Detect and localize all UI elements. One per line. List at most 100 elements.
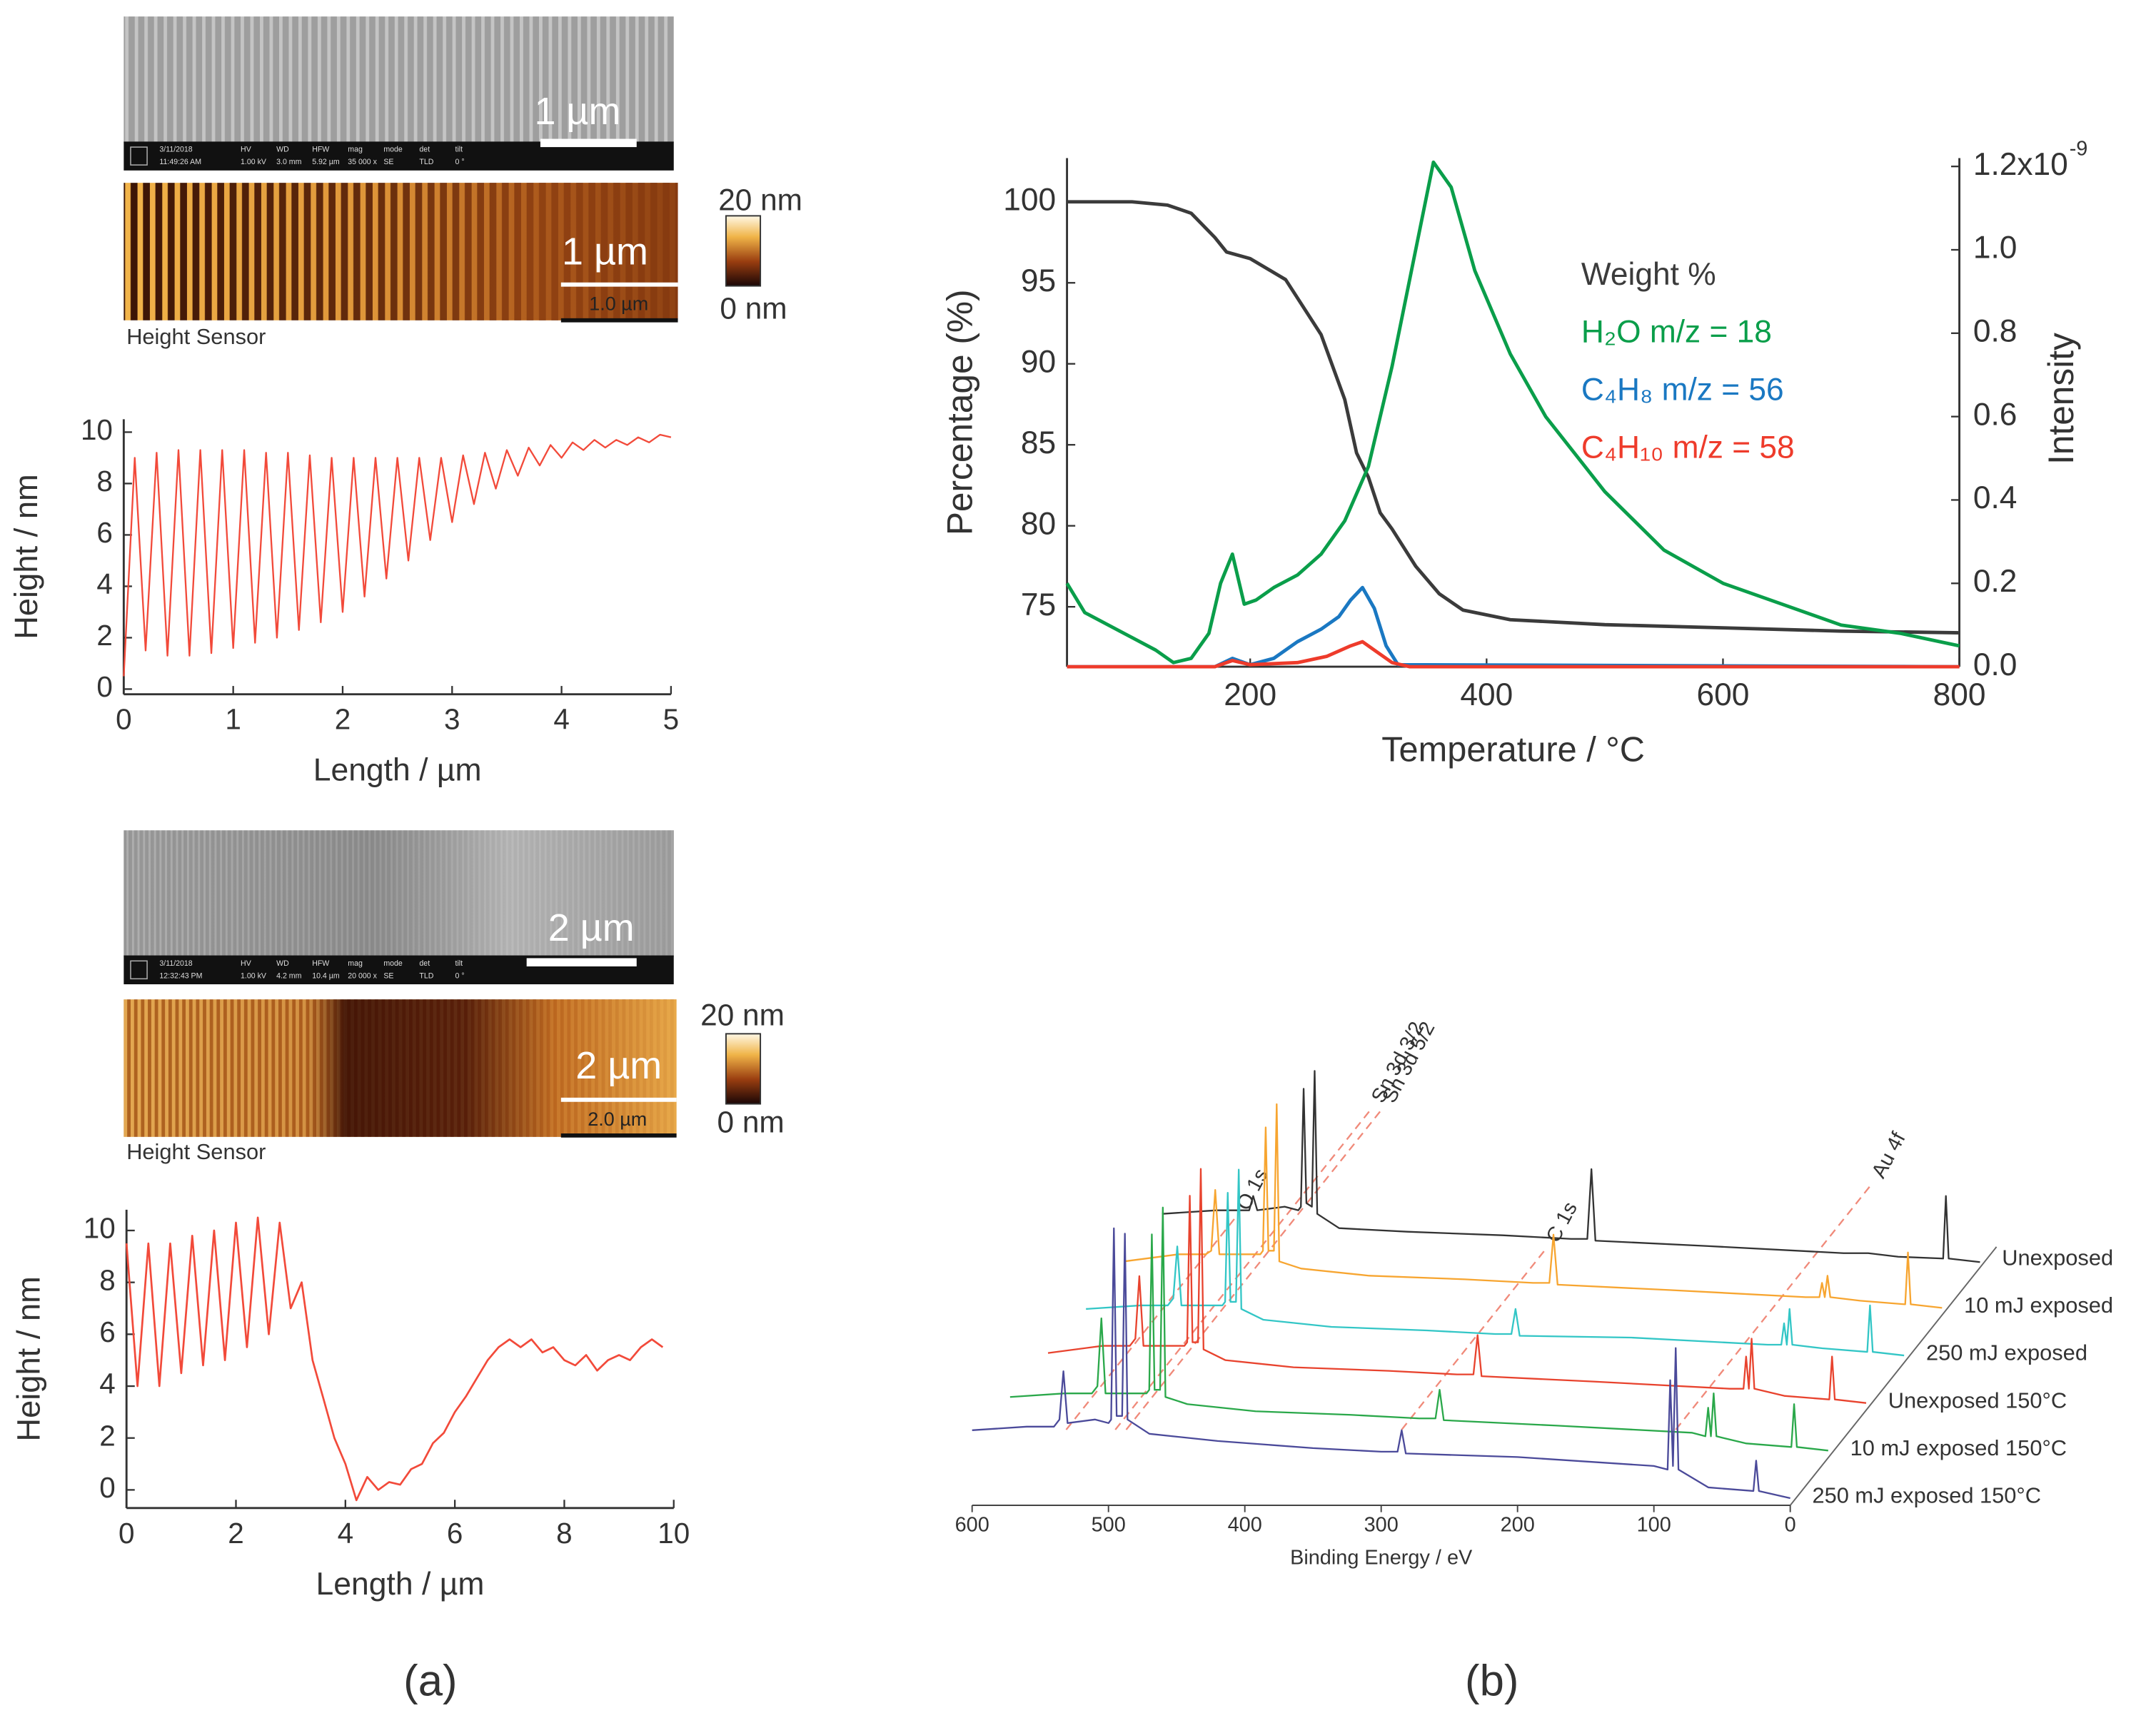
scale-bar [526,958,637,966]
spectrum [1009,1206,1828,1452]
spectrum [1047,1168,1867,1404]
legend-entry: C₄H₁₀ m/z = 58 [1581,430,1795,465]
scale-bar [540,138,637,148]
annotation-label: Au 4f [1868,1128,1910,1181]
series-label: 250 mJ exposed 150°C [1812,1483,2040,1508]
sem-info-text: SE [383,971,393,980]
y-tick-label: 4 [99,1368,116,1400]
x-tick-label: 400 [1460,677,1513,712]
sem-info-text: HFW [312,146,329,154]
y2-tick-label: 0.4 [1973,480,2018,515]
sem-logo [130,960,148,980]
afm-caption: Height Sensor [126,324,266,349]
y2-tick-label: 0.0 [1973,647,2018,682]
y-axis-label: Percentage (%) [940,289,980,535]
x-axis-label: Length / µm [316,1567,485,1602]
series-label: Unexposed [2002,1245,2113,1270]
x-tick-label: 3 [444,703,460,736]
y2-tick-label: 1.0 [1973,231,2018,266]
sem-info-text: det [419,959,430,968]
y-tick-label: 8 [99,1263,116,1296]
sem-info-text: TLD [419,971,433,980]
panel-label: (a) [403,1657,457,1706]
scale-label: 1 µm [534,90,620,133]
afm-overlay [124,999,677,1137]
x-tick-label: 0 [116,703,132,736]
y-tick-label: 2 [99,1419,116,1452]
x-tick-label: 2 [228,1517,244,1550]
y2-tick-label: 0.8 [1973,314,2018,349]
sem-info-text: det [419,146,430,154]
x-tick-label: 4 [553,703,570,736]
sem-info-text: 12:32:43 PM [159,971,202,980]
y-tick-label: 6 [96,516,113,549]
y-tick-label: 2 [96,619,113,652]
y2-exponent: -9 [2070,138,2088,161]
y2-tick-label: 0.6 [1973,397,2018,432]
annotation-line [1401,1246,1548,1430]
annotation-line [1675,1182,1874,1430]
spectrum [1086,1168,1905,1357]
sem-logo [130,146,148,166]
x-tick-label: 5 [663,703,680,736]
sem-overlay [124,830,674,957]
y-tick-label: 10 [84,1212,116,1245]
sem-info-text: HV [241,959,252,968]
sem-info-text: tilt [455,959,463,968]
sem-info-text: 3/11/2018 [159,146,192,154]
x-axis-label: Temperature / °C [1381,731,1645,769]
x-tick-label: 400 [1228,1514,1262,1537]
x-tick-label: 800 [1933,677,1986,712]
depth-axis [1789,1246,1998,1506]
series-label: 250 mJ exposed [1926,1340,2087,1365]
sem-info-text: 10.4 µm [312,971,340,980]
inner-scale-label: 1.0 µm [589,293,648,315]
x-tick-label: 0 [1785,1514,1796,1537]
sem-image: 2 µm [124,830,674,985]
sem-info-text: 0 ° [455,971,465,980]
x-tick-label: 200 [1501,1514,1535,1537]
x-axis-label: Length / µm [313,753,482,788]
y-tick-label: 100 [1003,182,1056,217]
y2-tick-label: 1.2x10 [1973,147,2068,182]
y-tick-label: 95 [1021,263,1056,298]
spectrum [1162,1070,1980,1263]
colorbar-min: 0 nm [717,1106,785,1139]
x-tick-label: 6 [447,1517,463,1550]
afm-image: 2 µm 2.0 µm Height Sensor 20 nm 0 nm [124,998,785,1164]
x-axis-label: Binding Energy / eV [1290,1547,1473,1570]
line [123,433,672,677]
spectrum [972,1227,1790,1500]
inner-scale-label: 2.0 µm [588,1108,647,1130]
sem-info-text: 35 000 x [348,158,377,166]
sem-info-text: tilt [455,146,463,154]
x-tick-label: 300 [1364,1514,1399,1537]
afm-caption: Height Sensor [126,1139,266,1164]
x-tick-label: 600 [1697,677,1750,712]
colorbar-max: 20 nm [718,183,802,216]
x-tick-label: 2 [335,703,351,736]
annotation-line [1065,1214,1239,1430]
scale-label: 2 µm [575,1044,662,1087]
x-tick-label: 600 [955,1514,989,1537]
panel-label: (b) [1465,1657,1518,1706]
sem-info-text: 1.00 kV [241,158,267,166]
sem-info-text: 4.2 mm [276,971,301,980]
sem-info-text: 20 000 x [348,971,377,980]
sem-info-text: SE [383,158,393,166]
sem-info-text: 1.00 kV [241,971,267,980]
x-tick-label: 200 [1224,677,1276,712]
series-label: 10 mJ exposed [1964,1293,2113,1318]
line [1067,640,1960,669]
scale-label: 2 µm [548,906,635,949]
line [125,1216,664,1502]
y-tick-label: 80 [1021,506,1056,541]
sem-info-text: HV [241,146,252,154]
sem-info-text: HFW [312,959,329,968]
afm-image: 1 µm 1.0 µm Height Sensor 20 nm 0 nm [124,183,802,349]
sem-info-text: 0 ° [455,158,465,166]
y-axis-label: Height / nm [8,474,44,640]
x-tick-label: 10 [658,1517,690,1550]
legend-entry: C₄H₈ m/z = 56 [1581,373,1784,408]
